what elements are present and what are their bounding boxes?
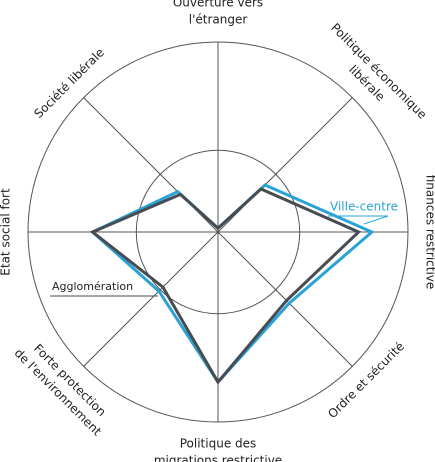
axis-label-line: migrations restrictive [154, 454, 282, 462]
axis-label: Etat social fort [0, 188, 13, 276]
axis-label-line: finances restrictive [424, 175, 435, 290]
axis-label-line: Ouverture vers [173, 0, 263, 10]
legend-label: Ville-centre [330, 200, 398, 214]
axis-label-line: Etat social fort [0, 188, 13, 276]
axis-line [217, 231, 353, 367]
radar-line [89, 187, 362, 385]
axis-label: Politique desfinances restrictive [424, 175, 435, 290]
axis-label: Ouverture vers l'étranger [173, 0, 263, 27]
legend-line [363, 215, 389, 225]
legend-label: Agglomération [52, 280, 133, 293]
axis-label-line: l'étranger [189, 13, 248, 27]
axis-label-line: Politique des [180, 437, 257, 451]
axis-line [83, 231, 219, 367]
axis-label: Politique des migrations restrictive [154, 437, 282, 462]
